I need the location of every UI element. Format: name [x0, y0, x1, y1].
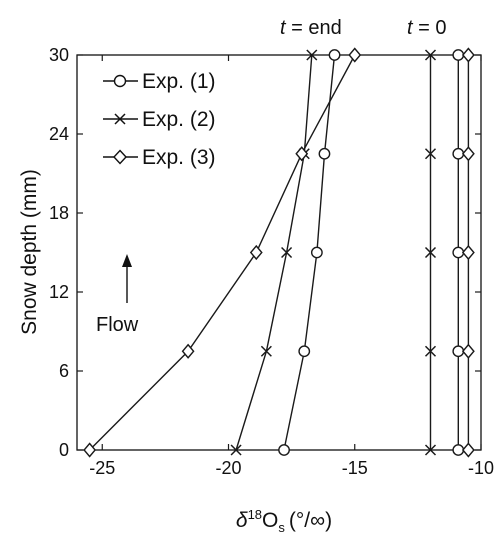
- data-point-diamond-marker: [249, 244, 263, 261]
- data-point-x-marker: [424, 345, 437, 357]
- data-point-circle-marker: [298, 345, 311, 358]
- data-point-diamond-marker: [295, 146, 309, 162]
- data-point-diamond-marker: [461, 146, 475, 162]
- x-axis-label: δ18Os (°/∞): [236, 507, 332, 535]
- x-tick-label: -25: [89, 458, 115, 478]
- legend-entry-exp3: Exp. (3): [103, 146, 216, 169]
- legend-label-exp3: Exp. (3): [142, 146, 216, 169]
- data-point-x-marker: [306, 49, 318, 61]
- legend-diamond-marker: [113, 149, 127, 165]
- data-point-diamond-marker: [461, 343, 475, 359]
- data-point-x-marker: [260, 345, 272, 357]
- data-point-diamond-marker: [461, 442, 475, 458]
- data-point-diamond-marker: [461, 47, 475, 63]
- data-point-x-marker: [424, 49, 437, 61]
- axis-ticks: -25 -20 -15 -10 0 6 12 18 24 30: [49, 45, 494, 478]
- data-point-circle-marker: [310, 246, 323, 259]
- data-point-diamond-marker: [461, 244, 475, 261]
- y-tick-label: 30: [49, 45, 69, 65]
- t-zero-annotation: t = 0: [407, 17, 446, 39]
- data-point-x-marker: [424, 246, 437, 259]
- x-tick-label: -20: [215, 458, 241, 478]
- t-end-annotation: t = end: [280, 17, 342, 39]
- series-line-end-1: [283, 54, 336, 451]
- y-tick-label: 6: [59, 361, 69, 381]
- data-point-x-marker: [424, 444, 437, 456]
- series-markers: [83, 47, 475, 458]
- legend-label-exp2: Exp. (2): [142, 108, 216, 131]
- legend-x-marker: [114, 113, 126, 125]
- series-line-end-2: [235, 54, 313, 451]
- legend-label-exp1: Exp. (1): [142, 70, 216, 93]
- y-tick-label: 0: [59, 440, 69, 460]
- legend-entry-exp2: Exp. (2): [103, 108, 216, 131]
- data-point-x-marker: [281, 246, 293, 259]
- data-point-circle-marker: [452, 444, 465, 456]
- y-axis-label: Snow depth (mm): [18, 169, 41, 335]
- data-point-x-marker: [230, 444, 242, 456]
- data-point-x-marker: [424, 148, 437, 160]
- flow-label: Flow: [96, 314, 139, 336]
- data-point-circle-marker: [328, 49, 341, 61]
- plot-area-frame: [76, 54, 482, 451]
- legend: Exp. (1) Exp. (2) Exp. (3): [103, 70, 216, 169]
- data-point-diamond-marker: [181, 343, 195, 359]
- data-point-circle-marker: [452, 345, 465, 358]
- flow-arrow-icon: [122, 254, 132, 303]
- x-tick-label: -10: [468, 458, 494, 478]
- data-point-diamond-marker: [348, 47, 362, 63]
- data-point-circle-marker: [452, 49, 465, 61]
- data-point-circle-marker: [452, 147, 465, 160]
- x-tick-label: -15: [342, 458, 368, 478]
- legend-circle-marker: [113, 74, 127, 88]
- legend-entry-exp1: Exp. (1): [103, 70, 216, 93]
- data-point-diamond-marker: [83, 442, 97, 458]
- y-tick-label: 12: [49, 282, 69, 302]
- y-tick-label: 24: [49, 124, 69, 144]
- y-tick-label: 18: [49, 203, 69, 223]
- data-point-circle-marker: [318, 147, 331, 160]
- data-point-circle-marker: [278, 444, 290, 456]
- data-point-circle-marker: [452, 246, 465, 259]
